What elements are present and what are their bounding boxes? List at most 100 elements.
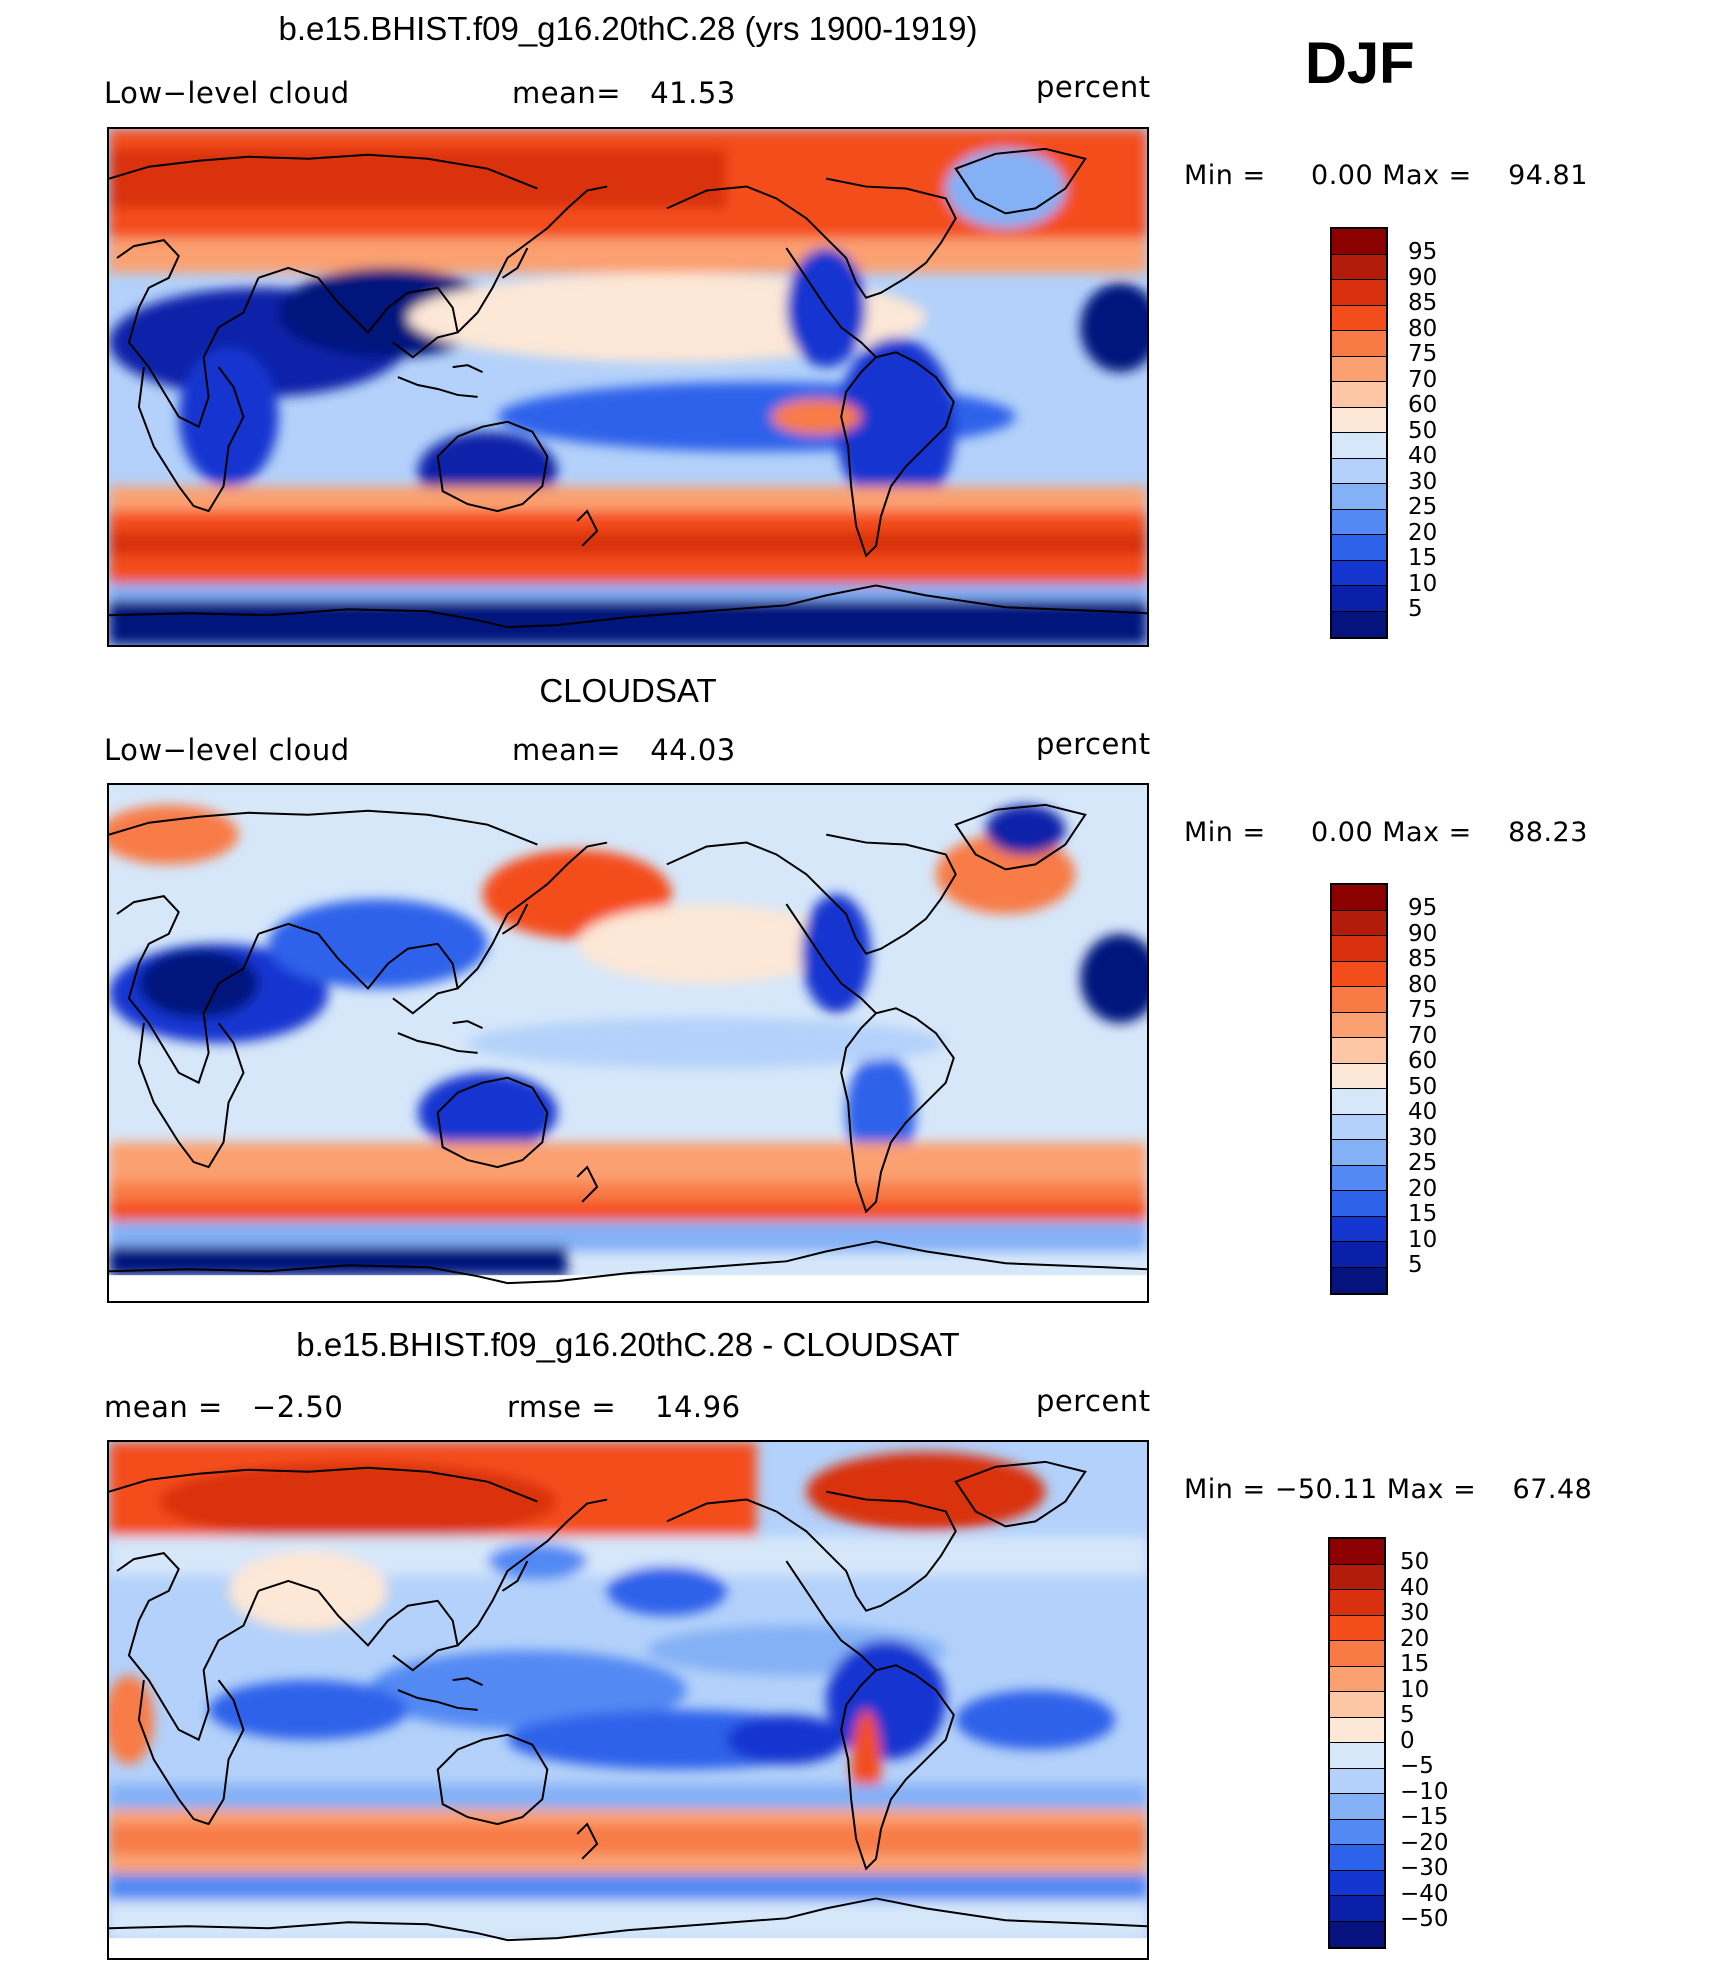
colorbar-tick: 15 [1408,545,1438,571]
colorbar-diff [1328,1537,1386,1949]
colorbar-tick: 20 [1400,1625,1430,1652]
colorbar-tick: 30 [1408,1124,1438,1151]
colorbar-swatch [1332,433,1386,459]
colorbar-tick: 20 [1408,519,1438,546]
colorbar-swatch [1332,1012,1386,1038]
colorbar-swatch [1332,1063,1386,1089]
colorbar-tick: 30 [1408,468,1438,495]
colorbar-swatch [1330,1794,1384,1820]
colorbar-ticks-obs: 95 90 85 80 75 70 60 50 40 30 25 20 15 1… [1408,895,1438,1279]
colorbar-tick: 10 [1400,1676,1430,1703]
colorbar-swatch [1332,458,1386,484]
colorbar-tick: 5 [1408,1252,1423,1278]
colorbar-swatch [1332,331,1386,357]
colorbar-tick: 80 [1408,971,1438,998]
colorbar-tick: −10 [1400,1778,1449,1805]
colorbar-swatch [1332,1242,1386,1268]
panel-units-label: percent [1036,1384,1151,1418]
season-label: DJF [1305,31,1415,96]
colorbar-tick: 0 [1400,1727,1415,1754]
panel-mean-label: mean= 44.03 [512,733,736,767]
colorbar-model [1330,227,1388,639]
map-obs-low-cloud [107,783,1149,1303]
colorbar-swatch [1330,1921,1384,1947]
colorbar-swatch [1332,305,1386,331]
colorbar-swatch [1332,560,1386,586]
colorbar-tick: −40 [1400,1880,1449,1907]
panel-left-label: Low−level cloud [104,733,350,767]
colorbar-tick: 10 [1408,570,1438,597]
panel-mean-label: mean = −2.50 [104,1390,344,1424]
colorbar-tick: 5 [1408,596,1423,622]
colorbar-swatch [1332,535,1386,561]
colorbar-tick: 50 [1408,1073,1438,1100]
colorbar-swatch [1330,1564,1384,1590]
panel-minmax: Min = −50.11 Max = 67.48 [1184,1474,1593,1505]
colorbar-swatch [1332,280,1386,306]
colorbar-swatch [1332,936,1386,962]
colorbar-tick: 80 [1408,315,1438,342]
colorbar-tick: 40 [1408,1099,1438,1125]
colorbar-swatch [1332,611,1386,637]
colorbar-tick: 50 [1408,417,1438,444]
colorbar-swatch [1332,356,1386,382]
colorbar-swatch [1332,254,1386,280]
colorbar-swatch [1330,1743,1384,1769]
colorbar-swatch [1332,382,1386,408]
colorbar-swatch [1330,1819,1384,1845]
colorbar-swatch [1330,1641,1384,1667]
colorbar-tick: 20 [1408,1175,1438,1202]
colorbar-swatch [1332,1089,1386,1115]
colorbar-tick: 30 [1400,1600,1430,1626]
panel-title-diff: b.e15.BHIST.f09_g16.20thC.28 - CLOUDSAT [296,1326,960,1363]
colorbar-swatch [1330,1615,1384,1641]
colorbar-tick: 25 [1408,1150,1438,1176]
panel-title-obs: CLOUDSAT [539,672,717,709]
panel-title-model: b.e15.BHIST.f09_g16.20thC.28 (yrs 1900-1… [278,10,978,47]
colorbar-tick: 25 [1408,494,1438,520]
colorbar-tick: 90 [1408,264,1438,291]
colorbar-tick: −20 [1400,1829,1449,1856]
panel-mean-label: mean= 41.53 [512,76,736,110]
panel-units-label: percent [1036,727,1151,761]
colorbar-swatch [1332,961,1386,987]
colorbar-swatch [1330,1870,1384,1896]
colorbar-swatch [1332,1038,1386,1064]
colorbar-swatch [1332,586,1386,612]
colorbar-tick: 60 [1408,392,1438,418]
colorbar-swatch [1332,1140,1386,1166]
panel-left-label: Low−level cloud [104,76,350,110]
colorbar-tick: 60 [1408,1048,1438,1074]
colorbar-obs [1330,883,1388,1295]
colorbar-tick: 85 [1408,946,1438,972]
panel-rmse-label: rmse = 14.96 [507,1390,741,1424]
colorbar-swatch [1330,1590,1384,1616]
colorbar-tick: −30 [1400,1855,1449,1881]
colorbar-tick: −50 [1400,1906,1449,1932]
colorbar-swatch [1332,987,1386,1013]
colorbar-tick: 85 [1408,290,1438,316]
colorbar-tick: 70 [1408,366,1438,393]
colorbar-tick: 95 [1408,239,1438,265]
colorbar-swatch [1330,1666,1384,1692]
colorbar-swatch [1330,1896,1384,1922]
colorbar-swatch [1332,1267,1386,1293]
colorbar-swatch [1330,1692,1384,1718]
colorbar-swatch [1332,484,1386,510]
map-model-low-cloud [107,127,1149,647]
colorbar-swatch [1332,1165,1386,1191]
colorbar-tick: 40 [1400,1574,1430,1601]
map-diff-low-cloud [107,1440,1149,1960]
colorbar-tick: 90 [1408,920,1438,947]
colorbar-swatch [1330,1845,1384,1871]
colorbar-ticks-model: 95 90 85 80 75 70 60 50 40 30 25 20 15 1… [1408,239,1438,623]
colorbar-tick: −5 [1400,1753,1434,1779]
panel-minmax: Min = 0.00 Max = 94.81 [1184,160,1588,191]
colorbar-tick: 40 [1408,443,1438,469]
colorbar-swatch [1332,885,1386,911]
colorbar-ticks-diff: 50 40 30 20 15 10 5 0 −5 −10 −15 −20 −30… [1400,1549,1449,1933]
colorbar-tick: 75 [1408,341,1438,367]
colorbar-tick: 75 [1408,997,1438,1023]
colorbar-swatch [1330,1539,1384,1565]
colorbar-tick: 5 [1400,1702,1415,1728]
